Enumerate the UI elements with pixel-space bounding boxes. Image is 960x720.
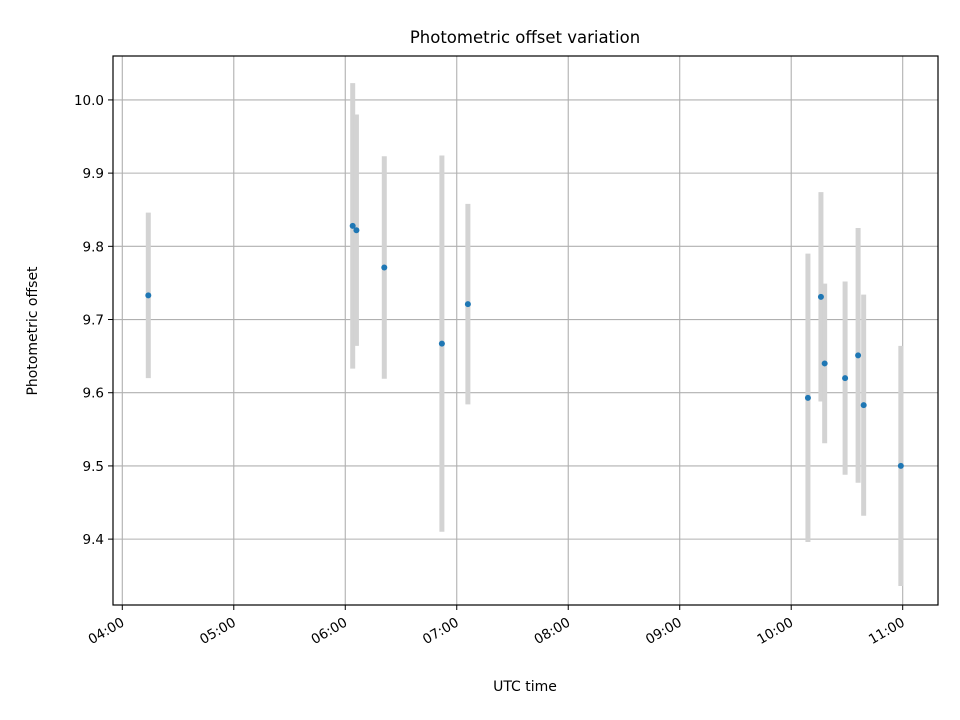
y-tick-label: 9.4	[83, 532, 104, 548]
y-tick-label: 10.0	[74, 93, 104, 109]
data-points	[145, 222, 904, 469]
data-point	[438, 340, 445, 347]
data-point	[855, 352, 862, 359]
y-tick-label: 9.7	[83, 313, 104, 329]
data-point	[381, 264, 388, 271]
data-point	[842, 375, 849, 382]
data-point	[860, 402, 867, 409]
chart-title: Photometric offset variation	[410, 28, 640, 47]
grid	[113, 56, 938, 605]
data-point	[353, 227, 360, 234]
data-point	[897, 462, 904, 469]
y-tick-label: 9.5	[83, 459, 104, 475]
x-axis-label: UTC time	[493, 679, 557, 695]
data-point	[817, 293, 824, 300]
y-tick-label: 9.6	[83, 386, 104, 402]
y-axis-label: Photometric offset	[25, 266, 41, 396]
data-point	[804, 394, 811, 401]
y-tick-label: 9.9	[83, 166, 104, 182]
plot-frame	[112, 55, 939, 606]
data-point	[464, 301, 471, 308]
data-point	[821, 360, 828, 367]
data-point	[349, 222, 356, 229]
plot-area	[113, 56, 938, 605]
y-axis: 9.4 9.5 9.6 9.7 9.8 9.9 10.0	[74, 93, 113, 548]
y-tick-label: 9.8	[83, 239, 104, 255]
data-point	[145, 292, 152, 299]
